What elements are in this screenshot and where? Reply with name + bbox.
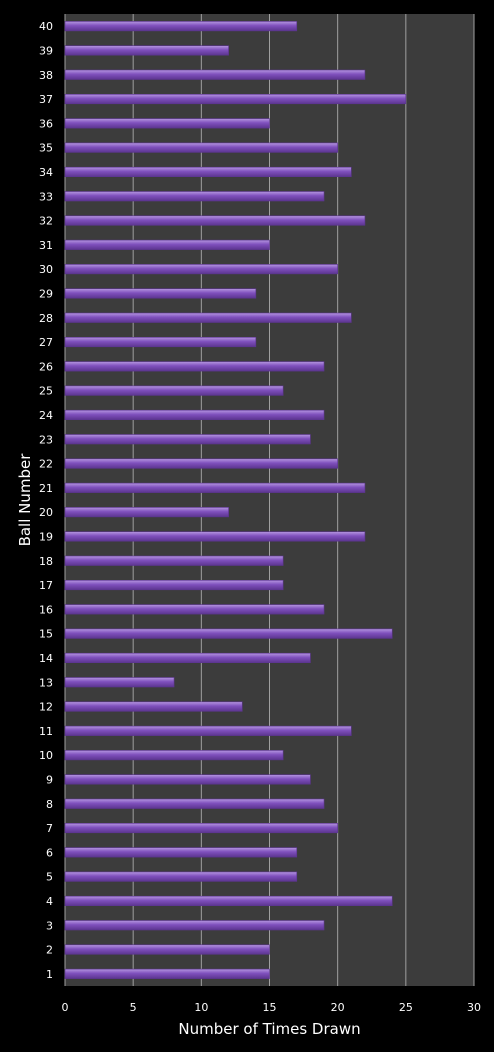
y-tick-label: 23 [39, 433, 53, 446]
y-tick-label: 7 [46, 822, 53, 835]
bar-32 [64, 215, 366, 226]
y-tick-label: 26 [39, 360, 53, 373]
bar-14 [64, 652, 311, 664]
y-tick-label: 5 [46, 871, 53, 884]
bar-29 [64, 288, 257, 299]
x-tick-label: 30 [467, 1001, 481, 1014]
y-tick-label: 39 [39, 44, 53, 57]
bar-37 [64, 94, 407, 105]
bar-39 [64, 45, 229, 56]
bar-12 [64, 701, 243, 712]
bar-13 [64, 677, 175, 688]
x-tick-label: 10 [194, 1001, 208, 1014]
y-tick-label: 17 [39, 579, 53, 592]
bars [64, 21, 407, 979]
bar-20 [64, 507, 229, 518]
bar-15 [64, 628, 393, 639]
x-tick-labels: 0 5 10 15 20 25 30 [62, 1001, 482, 1014]
bar-36 [64, 118, 270, 129]
bar-22 [64, 458, 338, 469]
y-tick-label: 4 [46, 895, 53, 908]
y-tick-label: 16 [39, 603, 53, 616]
bar-23 [64, 434, 311, 445]
bar-11 [64, 725, 352, 736]
y-tick-label: 21 [39, 482, 53, 495]
bar-38 [64, 69, 366, 80]
bar-28 [64, 312, 352, 323]
y-tick-label: 35 [39, 142, 53, 155]
y-tick-label: 6 [46, 846, 53, 859]
bar-34 [64, 166, 352, 177]
y-tick-label: 19 [39, 530, 53, 543]
y-tick-label: 14 [39, 652, 53, 665]
y-tick-label: 11 [39, 725, 53, 738]
y-tick-label: 28 [39, 312, 53, 325]
y-tick-label: 8 [46, 798, 53, 811]
bar-8 [64, 798, 325, 809]
y-tick-label: 10 [39, 749, 53, 762]
x-tick-label: 25 [399, 1001, 413, 1014]
y-tick-label: 1 [46, 968, 53, 981]
bar-40 [64, 21, 298, 32]
y-tick-label: 37 [39, 93, 53, 106]
bar-6 [64, 847, 298, 858]
y-tick-label: 29 [39, 287, 53, 300]
bar-17 [64, 579, 284, 591]
x-tick-label: 0 [62, 1001, 69, 1014]
y-tick-label: 30 [39, 263, 53, 276]
bar-21 [64, 482, 366, 493]
y-tick-label: 31 [39, 239, 53, 252]
y-tick-label: 3 [46, 919, 53, 932]
y-tick-labels: 1234567891011121314151617181920212223242… [39, 20, 53, 981]
bar-7 [64, 822, 338, 834]
bar-4 [64, 895, 393, 907]
bar-26 [64, 361, 325, 372]
bar-9 [64, 774, 311, 785]
bar-1 [64, 968, 270, 979]
y-tick-label: 27 [39, 336, 53, 349]
y-axis-title: Ball Number [16, 453, 34, 547]
y-tick-label: 13 [39, 676, 53, 689]
y-tick-label: 36 [39, 117, 53, 130]
x-tick-label: 20 [331, 1001, 345, 1014]
bar-16 [64, 604, 325, 615]
x-tick-label: 15 [263, 1001, 277, 1014]
bar-5 [64, 871, 298, 882]
y-tick-label: 34 [39, 166, 53, 179]
bar-10 [64, 750, 284, 761]
bar-3 [64, 920, 325, 931]
x-axis-title: Number of Times Drawn [178, 1020, 360, 1038]
bar-33 [64, 191, 325, 202]
y-tick-label: 9 [46, 773, 53, 786]
y-tick-label: 2 [46, 944, 53, 957]
y-tick-label: 18 [39, 555, 53, 568]
y-tick-label: 15 [39, 628, 53, 641]
bar-19 [64, 531, 366, 542]
y-tick-label: 20 [39, 506, 53, 519]
bar-18 [64, 555, 284, 566]
x-tick-label: 5 [130, 1001, 137, 1014]
bar-24 [64, 409, 325, 421]
y-tick-label: 24 [39, 409, 53, 422]
y-tick-label: 12 [39, 701, 53, 714]
bar-31 [64, 239, 270, 250]
bar-27 [64, 336, 257, 348]
bar-2 [64, 944, 270, 955]
y-tick-label: 33 [39, 190, 53, 203]
y-tick-label: 22 [39, 458, 53, 471]
bar-30 [64, 264, 338, 275]
bar-35 [64, 142, 338, 153]
y-tick-label: 40 [39, 20, 53, 33]
y-tick-label: 25 [39, 385, 53, 398]
bar-25 [64, 385, 284, 396]
y-tick-label: 32 [39, 215, 53, 228]
y-tick-label: 38 [39, 69, 53, 82]
